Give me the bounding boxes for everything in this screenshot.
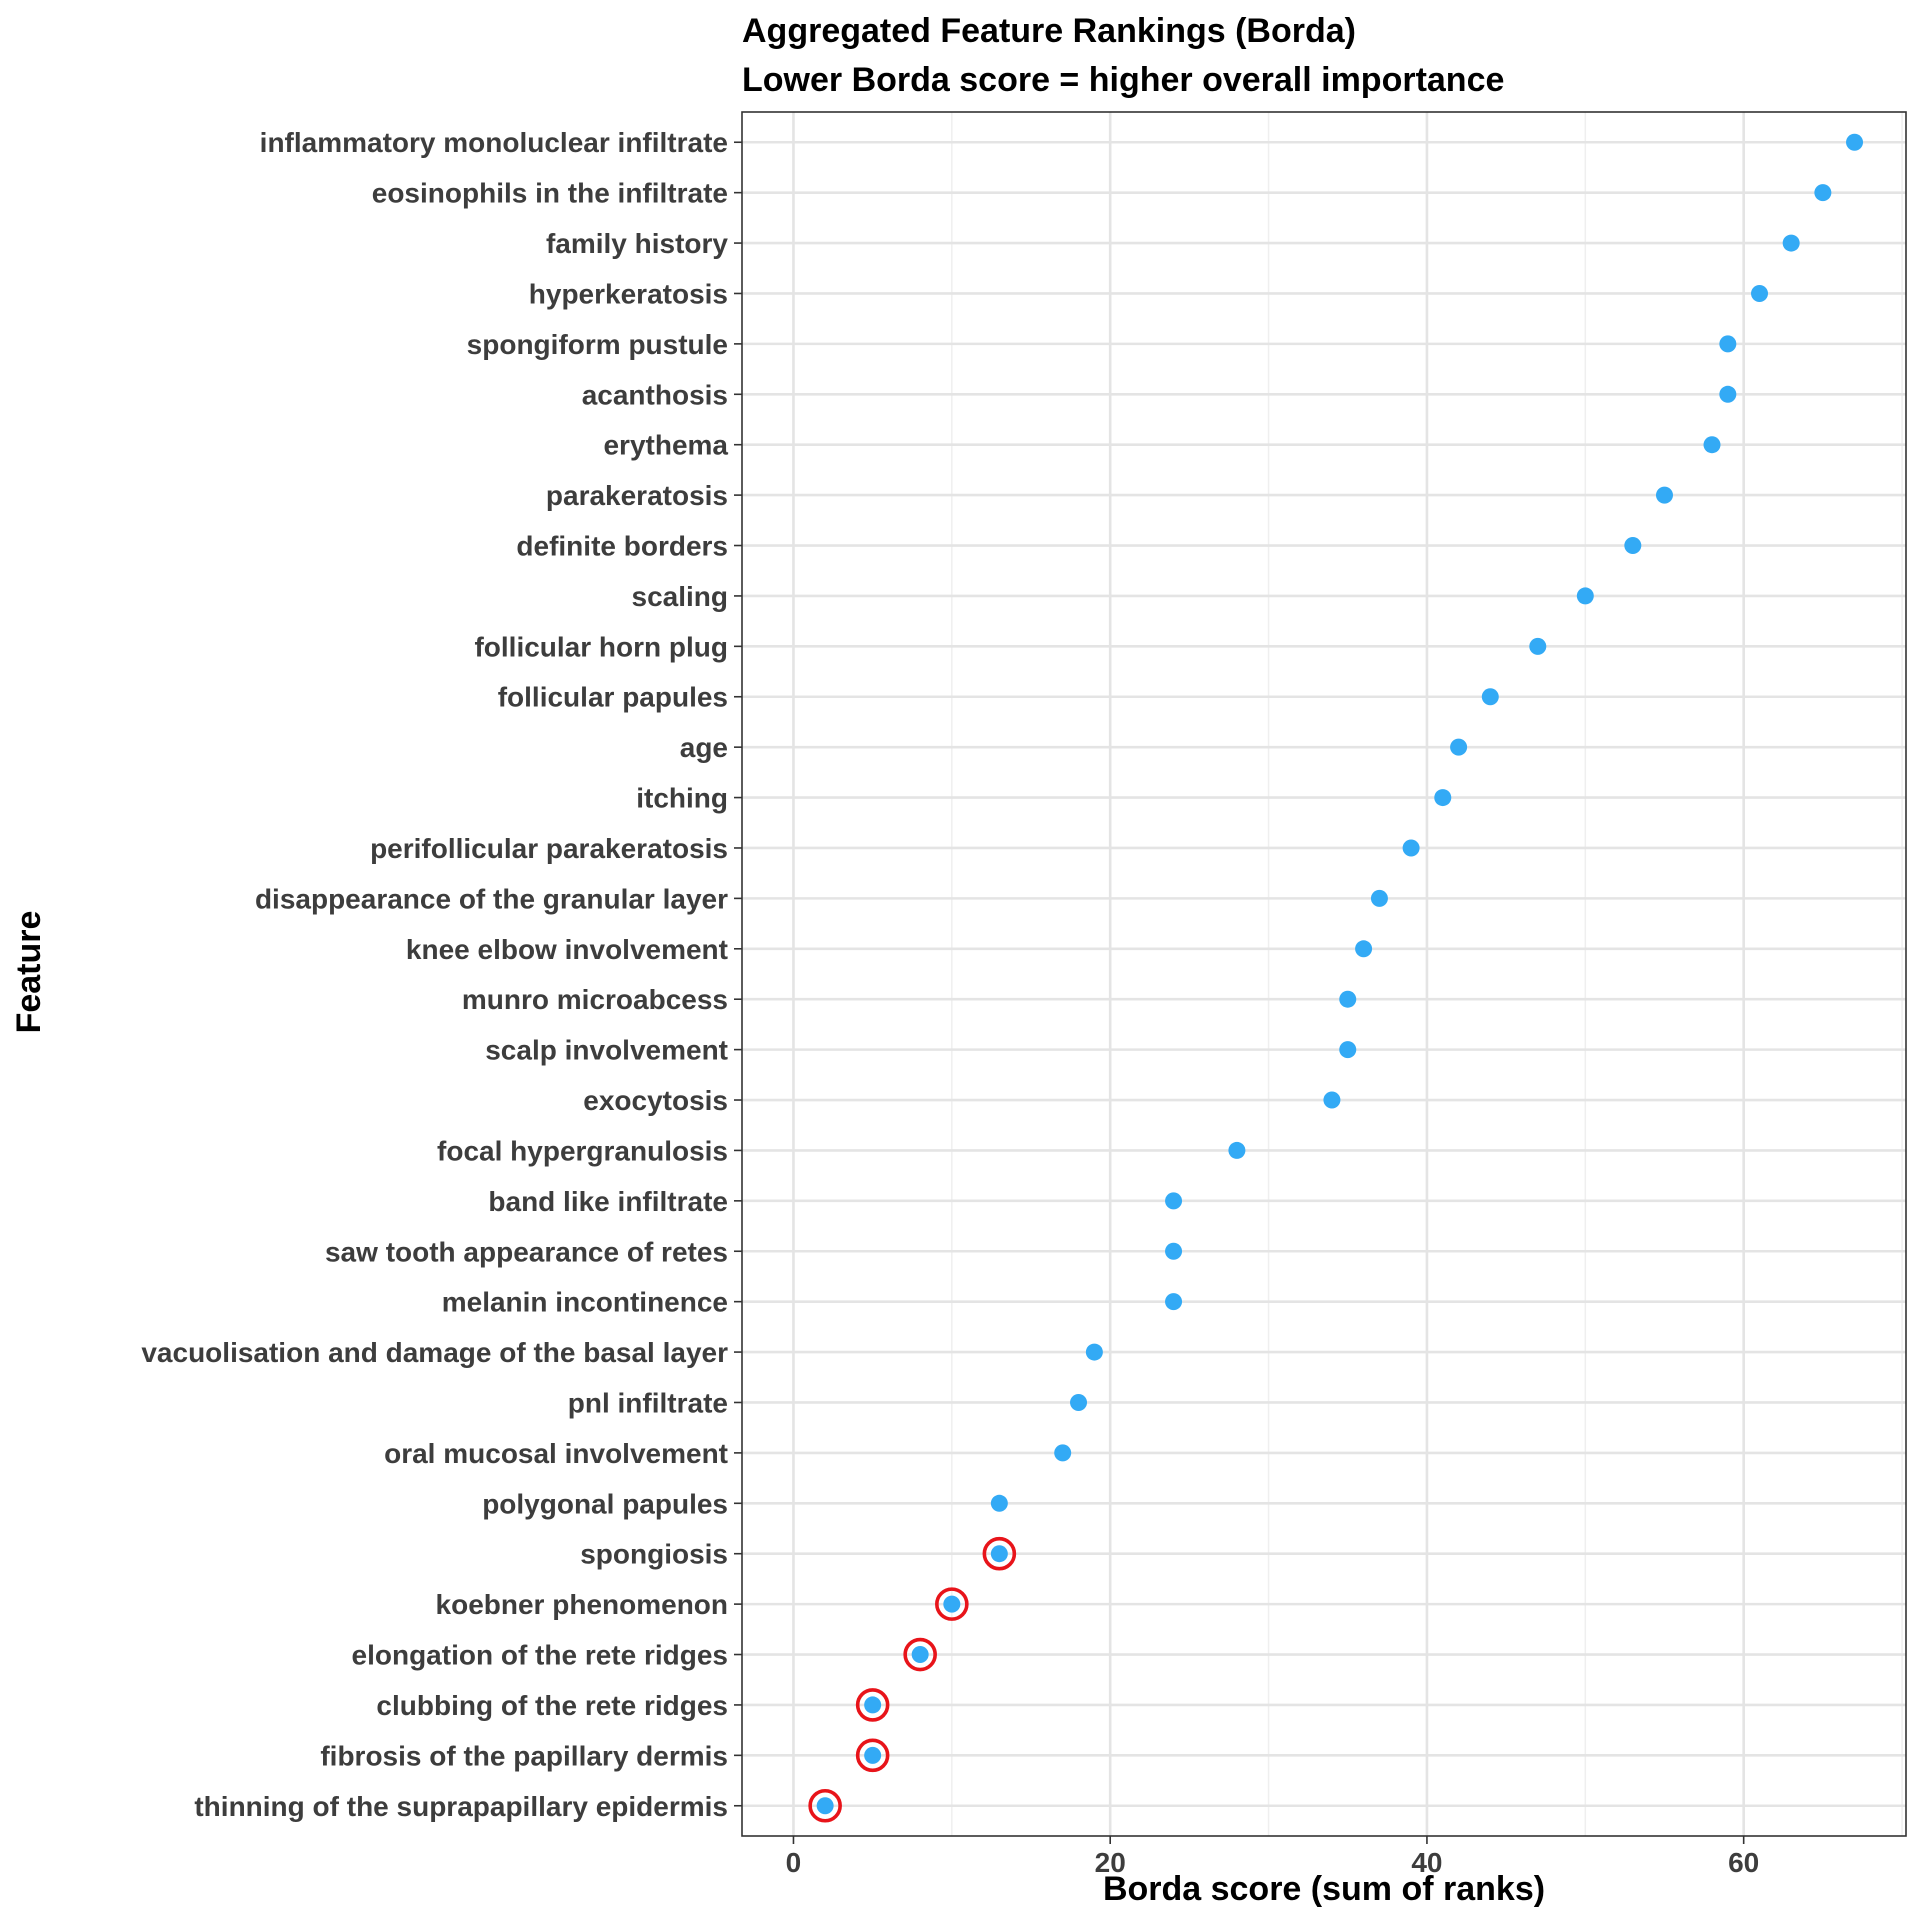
y-tick-label: definite borders [516, 531, 728, 562]
x-axis-title: Borda score (sum of ranks) [1103, 1870, 1545, 1908]
data-point [1434, 789, 1452, 807]
y-tick-label: oral mucosal involvement [384, 1438, 728, 1469]
x-tick-label: 0 [786, 1847, 802, 1878]
y-tick-label: spongiosis [580, 1539, 728, 1570]
y-tick-label: focal hypergranulosis [437, 1135, 728, 1166]
x-tick-label: 40 [1411, 1847, 1442, 1878]
y-tick-label: scaling [632, 581, 728, 612]
y-tick-label: age [680, 732, 728, 763]
y-tick-label: thinning of the suprapapillary epidermis [194, 1791, 728, 1822]
data-point [1624, 537, 1642, 555]
data-point [1450, 738, 1468, 756]
y-tick-label: inflammatory monoluclear infiltrate [260, 127, 728, 158]
y-tick-label: family history [546, 228, 728, 259]
data-point [816, 1797, 834, 1815]
data-point [1719, 335, 1737, 353]
chart-subtitle: Lower Borda score = higher overall impor… [742, 61, 1504, 99]
highlight-ring [855, 1738, 890, 1773]
y-tick-label: erythema [603, 430, 728, 461]
highlight-ring [855, 1688, 890, 1722]
y-tick-label: elongation of the rete ridges [352, 1640, 728, 1671]
data-point [1228, 1141, 1246, 1159]
y-tick-label: eosinophils in the infiltrate [372, 178, 728, 209]
minor-gridlines [951, 112, 1903, 1836]
data-point [1529, 637, 1547, 655]
plot-panel [741, 111, 1907, 1837]
panel-border [741, 111, 1907, 1837]
data-point [864, 1746, 882, 1764]
chart-title: Aggregated Feature Rankings (Borda) [742, 12, 1356, 50]
y-tick-label: munro microabcess [462, 984, 728, 1015]
y-tick-label: perifollicular parakeratosis [370, 833, 728, 864]
data-point [1054, 1444, 1072, 1462]
data-point [1576, 587, 1594, 605]
y-tick-label: knee elbow involvement [406, 934, 728, 965]
highlight-ring [903, 1637, 937, 1672]
y-axis-title: Feature [10, 911, 48, 1034]
data-point [1751, 284, 1769, 302]
x-axis: 0 20 40 60 [786, 1836, 1759, 1878]
data-point [1165, 1293, 1183, 1311]
y-tick-label: spongiform pustule [467, 329, 728, 360]
y-tick-label: koebner phenomenon [436, 1589, 728, 1620]
y-axis: inflammatory monoluclear infiltrate eosin… [141, 127, 742, 1822]
y-tick-label: exocytosis [583, 1085, 728, 1116]
data-point [990, 1494, 1008, 1512]
data-point [1814, 184, 1832, 202]
y-tick-label: pnl infiltrate [568, 1387, 728, 1418]
y-tick-label: itching [636, 783, 728, 814]
data-point [1323, 1091, 1341, 1109]
data-point [1719, 385, 1737, 403]
y-tick-label: disappearance of the granular layer [255, 883, 728, 914]
data-point [1085, 1343, 1103, 1361]
y-tick-label: band like infiltrate [488, 1186, 728, 1217]
y-tick-label: vacuolisation and damage of the basal la… [141, 1337, 728, 1368]
y-tick-label: follicular papules [498, 682, 728, 713]
highlight-ring [935, 1587, 969, 1621]
data-point [1070, 1393, 1088, 1411]
data-point [1165, 1242, 1183, 1260]
y-tick-label: parakeratosis [546, 480, 728, 511]
y-tick-label: acanthosis [582, 379, 728, 410]
data-point [1165, 1192, 1183, 1210]
x-tick-label: 20 [1095, 1847, 1126, 1878]
highlight-ring [808, 1788, 842, 1823]
y-tick-label: hyperkeratosis [529, 278, 728, 309]
data-point [1402, 839, 1420, 857]
y-tick-label: saw tooth appearance of retes [325, 1236, 728, 1267]
highlight-ring [982, 1536, 1017, 1571]
x-tick-label: 60 [1728, 1847, 1759, 1878]
y-tick-label: scalp involvement [485, 1035, 728, 1066]
data-point [864, 1696, 882, 1714]
major-gridlines [742, 112, 1906, 1836]
y-tick-label: fibrosis of the papillary dermis [320, 1740, 728, 1771]
data-point [1703, 436, 1721, 454]
data-point [1355, 940, 1373, 958]
y-tick-label: follicular horn plug [474, 631, 728, 662]
data-point [1655, 486, 1673, 504]
data-point [1846, 133, 1864, 151]
data-point [943, 1595, 961, 1613]
y-tick-label: melanin incontinence [442, 1287, 728, 1318]
y-tick-label: polygonal papules [482, 1488, 728, 1519]
data-point [1339, 1041, 1357, 1059]
data-point [1782, 234, 1800, 252]
y-tick-label: clubbing of the rete ridges [376, 1690, 728, 1721]
data-point [1481, 688, 1499, 706]
data-point [1370, 889, 1388, 907]
data-point [1339, 990, 1357, 1008]
data-points [808, 133, 1864, 1823]
data-point [990, 1545, 1008, 1563]
data-point [911, 1646, 929, 1664]
